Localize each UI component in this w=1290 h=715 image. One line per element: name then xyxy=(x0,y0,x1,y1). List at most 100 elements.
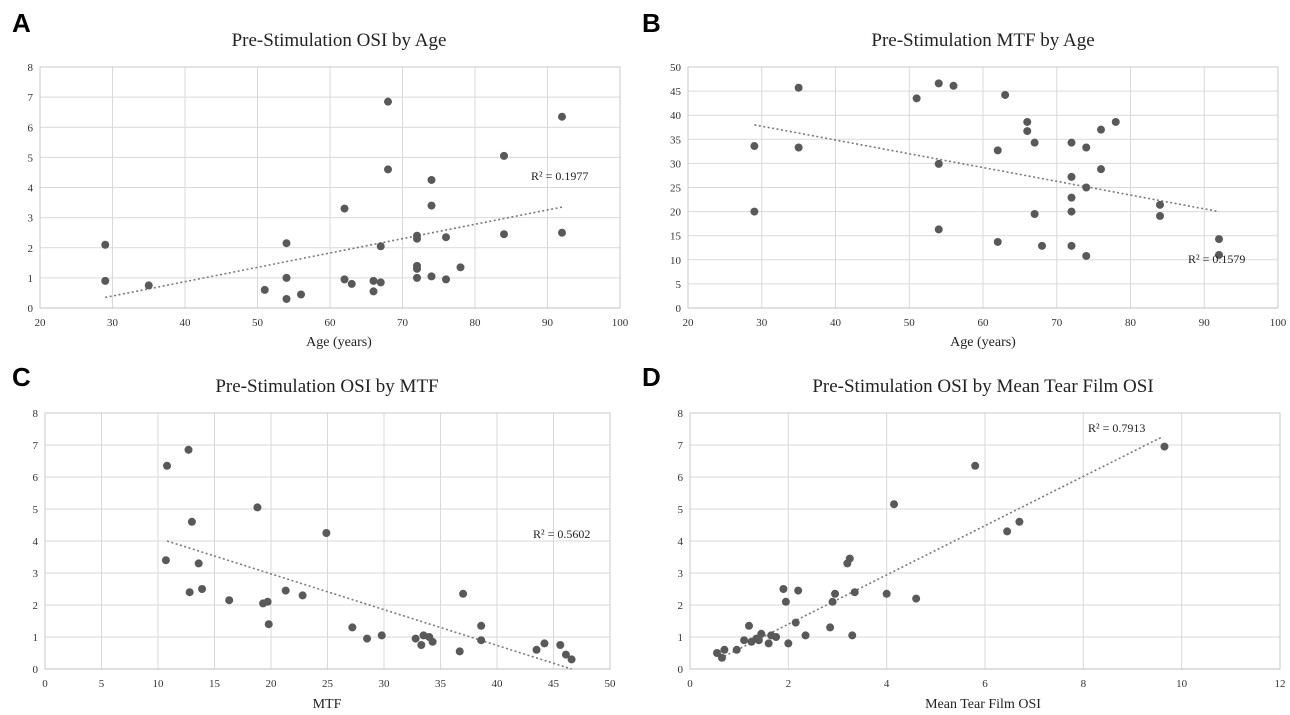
data-point xyxy=(1067,172,1076,181)
data-point xyxy=(1160,442,1169,451)
y-tick-label: 40 xyxy=(670,110,682,122)
data-point xyxy=(757,629,766,638)
r-squared-label: R² = 0.1977 xyxy=(531,169,588,183)
data-point xyxy=(225,596,234,605)
x-tick-label: 30 xyxy=(107,317,119,329)
data-point xyxy=(794,83,803,92)
data-point xyxy=(1067,207,1076,216)
data-point xyxy=(297,290,305,299)
data-point xyxy=(1215,235,1223,244)
y-tick-label: 50 xyxy=(670,62,682,74)
data-point xyxy=(720,645,729,654)
data-point xyxy=(101,276,110,285)
data-point xyxy=(500,151,508,160)
x-tick-label: 70 xyxy=(1051,317,1063,329)
y-tick-label: 4 xyxy=(33,536,39,548)
data-point xyxy=(187,517,196,526)
y-tick-label: 5 xyxy=(28,152,34,164)
data-point xyxy=(417,641,426,649)
data-point xyxy=(348,623,357,632)
x-axis-label: MTF xyxy=(313,697,342,712)
x-tick-label: 45 xyxy=(548,678,560,690)
trendline xyxy=(754,124,1220,213)
x-tick-label: 5 xyxy=(99,678,105,690)
r-squared-label: R² = 0.7913 xyxy=(1088,421,1145,435)
data-point xyxy=(934,79,943,88)
y-tick-label: 1 xyxy=(678,632,684,644)
data-point xyxy=(558,228,566,237)
panel-letter: D xyxy=(642,362,661,392)
panel-letter: C xyxy=(12,362,31,392)
data-point xyxy=(369,276,378,285)
data-point xyxy=(413,273,421,282)
data-point xyxy=(282,273,291,282)
data-point xyxy=(561,650,570,659)
y-tick-label: 10 xyxy=(670,255,682,267)
data-point xyxy=(791,618,800,627)
y-tick-label: 3 xyxy=(33,568,39,580)
x-tick-label: 90 xyxy=(542,317,554,329)
data-point xyxy=(144,281,153,290)
data-point xyxy=(1015,517,1024,526)
x-tick-label: 60 xyxy=(325,317,337,329)
y-tick-label: 6 xyxy=(28,122,34,134)
y-tick-label: 6 xyxy=(678,472,684,484)
data-point xyxy=(282,239,291,248)
y-tick-label: 6 xyxy=(33,472,39,484)
x-tick-label: 40 xyxy=(180,317,192,329)
data-point xyxy=(322,529,331,537)
data-point xyxy=(456,263,465,272)
data-point xyxy=(828,597,837,606)
data-point xyxy=(779,585,788,593)
data-point xyxy=(912,94,921,103)
x-tick-label: 60 xyxy=(978,317,990,329)
x-tick-label: 15 xyxy=(209,678,221,690)
data-point xyxy=(281,586,290,595)
data-point xyxy=(764,639,773,648)
data-point xyxy=(971,461,980,470)
data-point xyxy=(772,633,781,641)
y-tick-label: 7 xyxy=(33,440,39,452)
r-squared-label: R² = 0.1579 xyxy=(1188,252,1245,266)
x-axis-label: Age (years) xyxy=(950,335,1016,350)
data-point xyxy=(376,242,385,251)
data-point xyxy=(912,594,921,603)
y-tick-label: 4 xyxy=(28,183,34,195)
data-point xyxy=(442,233,450,242)
data-point xyxy=(477,636,486,645)
trendline xyxy=(724,436,1163,657)
x-axis-label: Age (years) xyxy=(306,335,372,350)
data-point xyxy=(934,159,943,168)
data-point xyxy=(253,503,262,512)
data-point xyxy=(750,142,759,151)
data-point xyxy=(1023,117,1032,126)
data-point xyxy=(260,285,269,294)
x-tick-label: 0 xyxy=(687,678,693,690)
data-point xyxy=(347,279,356,288)
data-point xyxy=(882,589,891,598)
y-tick-label: 2 xyxy=(678,600,684,612)
data-point xyxy=(1003,527,1012,536)
data-point xyxy=(442,275,450,284)
y-tick-label: 1 xyxy=(28,273,34,285)
y-tick-label: 4 xyxy=(678,536,684,548)
data-point xyxy=(713,649,722,657)
chart-title: Pre-Stimulation MTF by Age xyxy=(871,30,1094,51)
data-point xyxy=(794,143,803,152)
data-point xyxy=(1097,125,1105,134)
y-tick-label: 0 xyxy=(678,664,684,676)
y-tick-label: 20 xyxy=(670,207,682,219)
data-point xyxy=(826,623,835,632)
data-point xyxy=(558,112,566,121)
data-point xyxy=(993,146,1002,155)
data-point xyxy=(1067,193,1076,202)
x-tick-label: 0 xyxy=(42,678,48,690)
data-point xyxy=(500,230,508,239)
data-point xyxy=(1038,241,1046,250)
data-point xyxy=(185,588,194,597)
data-point xyxy=(717,653,726,662)
data-point xyxy=(754,636,763,645)
x-tick-label: 30 xyxy=(379,678,391,690)
